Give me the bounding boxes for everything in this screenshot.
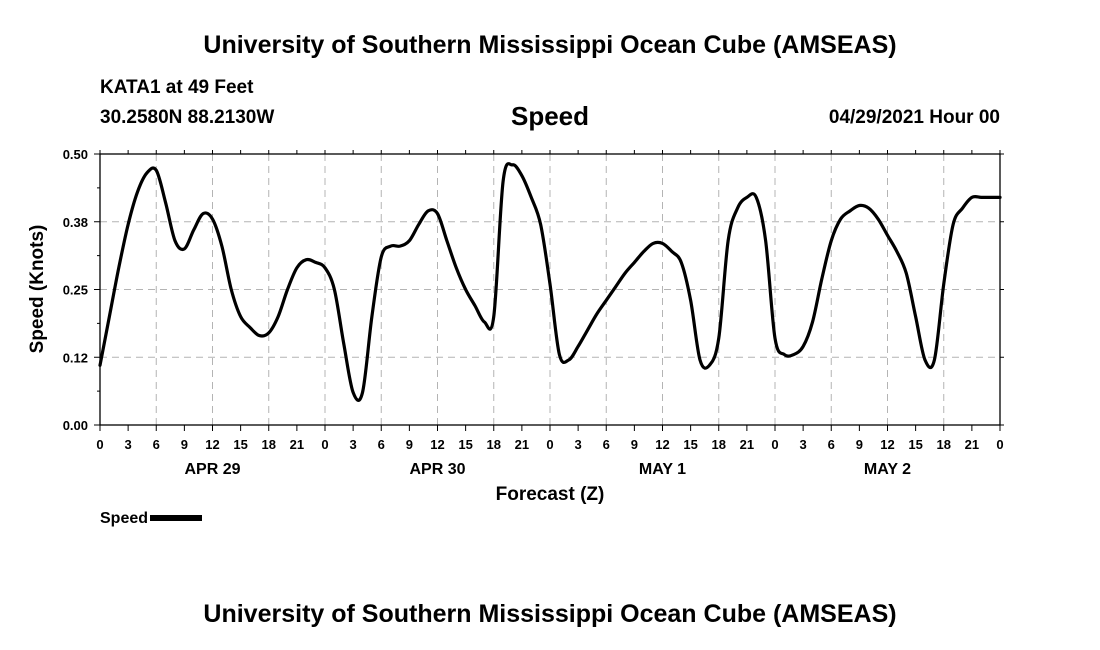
y-tick-label: 0.12 bbox=[63, 350, 88, 365]
x-tick-label: 9 bbox=[181, 437, 188, 452]
legend-line-swatch bbox=[150, 514, 203, 521]
axis-labels: 0.00 0.12 0.25 0.38 0.50 0 3 6 9 12 15 18 21 0 3 6 9 12 15… bbox=[63, 147, 1004, 478]
axis-ticks bbox=[94, 150, 1004, 431]
x-tick-label: 18 bbox=[262, 437, 276, 452]
speed-series-line bbox=[98, 162, 1002, 402]
x-tick-label: 21 bbox=[740, 437, 754, 452]
x-axis-title: Forecast (Z) bbox=[496, 484, 605, 505]
x-tick-label: 12 bbox=[430, 437, 444, 452]
x-tick-label: 6 bbox=[603, 437, 610, 452]
x-tick-label: 0 bbox=[321, 437, 328, 452]
x-tick-label: 0 bbox=[96, 437, 103, 452]
legend: Speed bbox=[100, 510, 203, 528]
x-tick-label: 0 bbox=[996, 437, 1003, 452]
day-label: MAY 1 bbox=[639, 461, 686, 478]
x-tick-label: 9 bbox=[856, 437, 863, 452]
x-tick-label: 18 bbox=[937, 437, 951, 452]
legend-label: Speed bbox=[100, 510, 149, 527]
x-tick-label: 15 bbox=[683, 437, 697, 452]
x-tick-label: 0 bbox=[546, 437, 553, 452]
x-tick-label: 3 bbox=[575, 437, 582, 452]
x-tick-label: 3 bbox=[800, 437, 807, 452]
x-tick-label: 3 bbox=[350, 437, 357, 452]
x-tick-label: 6 bbox=[828, 437, 835, 452]
y-tick-label: 0.50 bbox=[63, 147, 88, 162]
forecast-date: 04/29/2021 Hour 00 bbox=[828, 107, 1000, 128]
day-label: APR 30 bbox=[409, 461, 465, 478]
x-tick-label: 6 bbox=[378, 437, 385, 452]
day-label: APR 29 bbox=[184, 461, 240, 478]
y-axis-title: Speed (Knots) bbox=[27, 225, 48, 354]
x-tick-label: 12 bbox=[205, 437, 219, 452]
station-label: KATA1 at 49 Feet bbox=[100, 77, 254, 98]
x-tick-label: 3 bbox=[125, 437, 132, 452]
x-tick-label: 15 bbox=[233, 437, 247, 452]
plot-title: Speed bbox=[510, 101, 590, 131]
x-tick-label: 12 bbox=[880, 437, 894, 452]
x-tick-label: 15 bbox=[458, 437, 472, 452]
y-tick-label: 0.00 bbox=[63, 418, 88, 433]
coordinates-label: 30.2580N 88.2130W bbox=[100, 107, 275, 128]
x-tick-label: 21 bbox=[515, 437, 529, 452]
y-tick-label: 0.38 bbox=[63, 215, 88, 230]
chart-title: University of Southern Mississippi Ocean… bbox=[203, 31, 897, 59]
x-tick-label: 6 bbox=[153, 437, 160, 452]
x-tick-label: 12 bbox=[655, 437, 669, 452]
y-tick-label: 0.25 bbox=[63, 283, 88, 298]
x-tick-label: 15 bbox=[908, 437, 922, 452]
x-tick-label: 18 bbox=[712, 437, 726, 452]
day-label: MAY 2 bbox=[864, 461, 911, 478]
x-tick-label: 21 bbox=[290, 437, 304, 452]
footer-title: University of Southern Mississippi Ocean… bbox=[203, 600, 897, 628]
x-tick-label: 21 bbox=[965, 437, 979, 452]
x-tick-label: 9 bbox=[631, 437, 638, 452]
x-tick-label: 9 bbox=[406, 437, 413, 452]
x-tick-label: 18 bbox=[487, 437, 501, 452]
x-tick-label: 0 bbox=[771, 437, 778, 452]
